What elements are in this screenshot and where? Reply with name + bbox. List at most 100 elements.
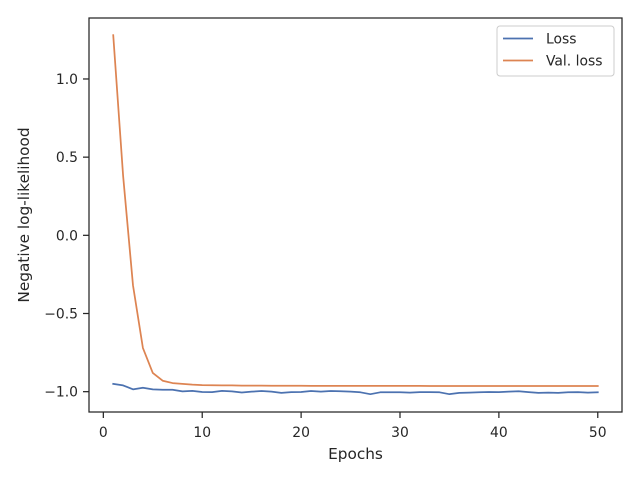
data-point	[528, 391, 530, 393]
data-point	[478, 391, 480, 393]
x-axis: 0 10 20 30 40 50	[99, 412, 607, 441]
data-point	[132, 388, 134, 390]
data-point	[340, 390, 342, 392]
data-point	[271, 385, 273, 387]
data-point	[182, 390, 184, 392]
data-point	[419, 391, 421, 393]
data-point	[300, 385, 302, 387]
data-point	[369, 385, 371, 387]
data-point	[251, 385, 253, 387]
data-point	[577, 385, 579, 387]
data-point	[379, 391, 381, 393]
data-point	[419, 385, 421, 387]
data-point	[389, 391, 391, 393]
x-tick-label: 0	[99, 425, 108, 441]
x-tick-label: 30	[391, 425, 409, 441]
data-point	[112, 34, 114, 36]
data-point	[508, 391, 510, 393]
data-point	[478, 385, 480, 387]
data-point	[409, 392, 411, 394]
data-point	[221, 390, 223, 392]
data-point	[429, 391, 431, 393]
y-tick-label: −1.0	[44, 385, 78, 401]
x-tick-label: 20	[292, 425, 310, 441]
data-point	[350, 385, 352, 387]
data-point	[360, 391, 362, 393]
data-point	[112, 383, 114, 385]
data-point	[547, 385, 549, 387]
y-tick-label: 0.0	[56, 228, 78, 244]
data-point	[369, 393, 371, 395]
plot-area	[112, 34, 599, 396]
data-point	[340, 385, 342, 387]
data-point	[271, 391, 273, 393]
data-point	[518, 390, 520, 392]
data-point	[439, 391, 441, 393]
data-point	[429, 385, 431, 387]
data-point	[567, 391, 569, 393]
data-point	[191, 390, 193, 392]
series-line	[112, 382, 599, 396]
data-point	[221, 385, 223, 387]
data-point	[498, 385, 500, 387]
data-point	[191, 384, 193, 386]
legend-label-loss: Loss	[546, 32, 576, 48]
data-point	[409, 385, 411, 387]
x-tick-label: 50	[589, 425, 607, 441]
data-point	[399, 385, 401, 387]
data-point	[498, 391, 500, 393]
data-point	[488, 391, 490, 393]
y-tick-label: 1.0	[56, 72, 78, 88]
data-point	[320, 391, 322, 393]
data-point	[162, 389, 164, 391]
data-point	[538, 392, 540, 394]
data-point	[449, 393, 451, 395]
data-point	[300, 391, 302, 393]
data-point	[567, 385, 569, 387]
data-point	[577, 391, 579, 393]
data-point	[201, 391, 203, 393]
x-axis-label: Epochs	[328, 445, 383, 463]
data-point	[458, 392, 460, 394]
data-point	[310, 390, 312, 392]
data-point	[241, 392, 243, 394]
data-point	[261, 385, 263, 387]
data-point	[350, 391, 352, 393]
data-point	[597, 385, 599, 387]
data-point	[597, 391, 599, 393]
data-point	[241, 385, 243, 387]
legend: Loss Val. loss	[496, 25, 615, 77]
data-point	[488, 385, 490, 387]
data-point	[211, 384, 213, 386]
data-point	[280, 392, 282, 394]
data-point	[280, 385, 282, 387]
data-point	[172, 382, 174, 384]
y-tick-label: 0.5	[56, 150, 78, 166]
data-point	[389, 385, 391, 387]
data-point	[142, 347, 144, 349]
data-point	[211, 391, 213, 393]
data-point	[122, 175, 124, 177]
data-point	[439, 385, 441, 387]
data-point	[547, 392, 549, 394]
data-point	[587, 392, 589, 394]
series-line	[112, 34, 599, 387]
data-point	[449, 385, 451, 387]
axes-frame	[88, 17, 623, 413]
data-point	[458, 385, 460, 387]
y-axis: −1.0 −0.5 0.0 0.5 1.0	[44, 72, 89, 401]
x-tick-label: 10	[193, 425, 211, 441]
data-point	[518, 385, 520, 387]
data-point	[399, 391, 401, 393]
data-point	[557, 392, 559, 394]
data-point	[468, 392, 470, 394]
y-tick-label: −0.5	[44, 307, 78, 323]
data-point	[182, 383, 184, 385]
data-point	[162, 380, 164, 382]
data-point	[122, 385, 124, 387]
data-point	[152, 372, 154, 374]
data-point	[231, 385, 233, 387]
data-point	[231, 390, 233, 392]
data-point	[538, 385, 540, 387]
